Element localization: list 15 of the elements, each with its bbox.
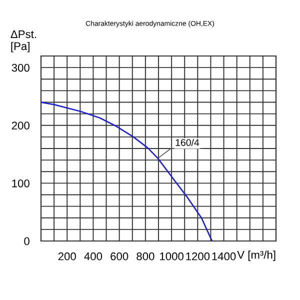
x-tick-label: 800 — [136, 252, 154, 260]
x-tick-label: 400 — [84, 252, 102, 260]
y-axis-title: ΔPst. [Pa] — [10, 30, 36, 52]
y-tick-label: 300 — [12, 64, 30, 72]
x-tick-label: 200 — [58, 252, 76, 260]
y-tick-label: 0 — [24, 237, 30, 246]
x-tick-label: 1000 — [160, 252, 184, 260]
x-tick-label: 1200 — [186, 252, 210, 260]
x-tick-label: 600 — [110, 252, 128, 260]
y-tick-label: 100 — [12, 179, 30, 188]
x-axis-title: V [m³/h] — [237, 250, 276, 261]
x-tick-label: 1400 — [212, 252, 236, 260]
line-series — [41, 102, 213, 241]
y-tick-label: 200 — [12, 122, 30, 130]
annotation: 160/4 — [176, 138, 200, 146]
